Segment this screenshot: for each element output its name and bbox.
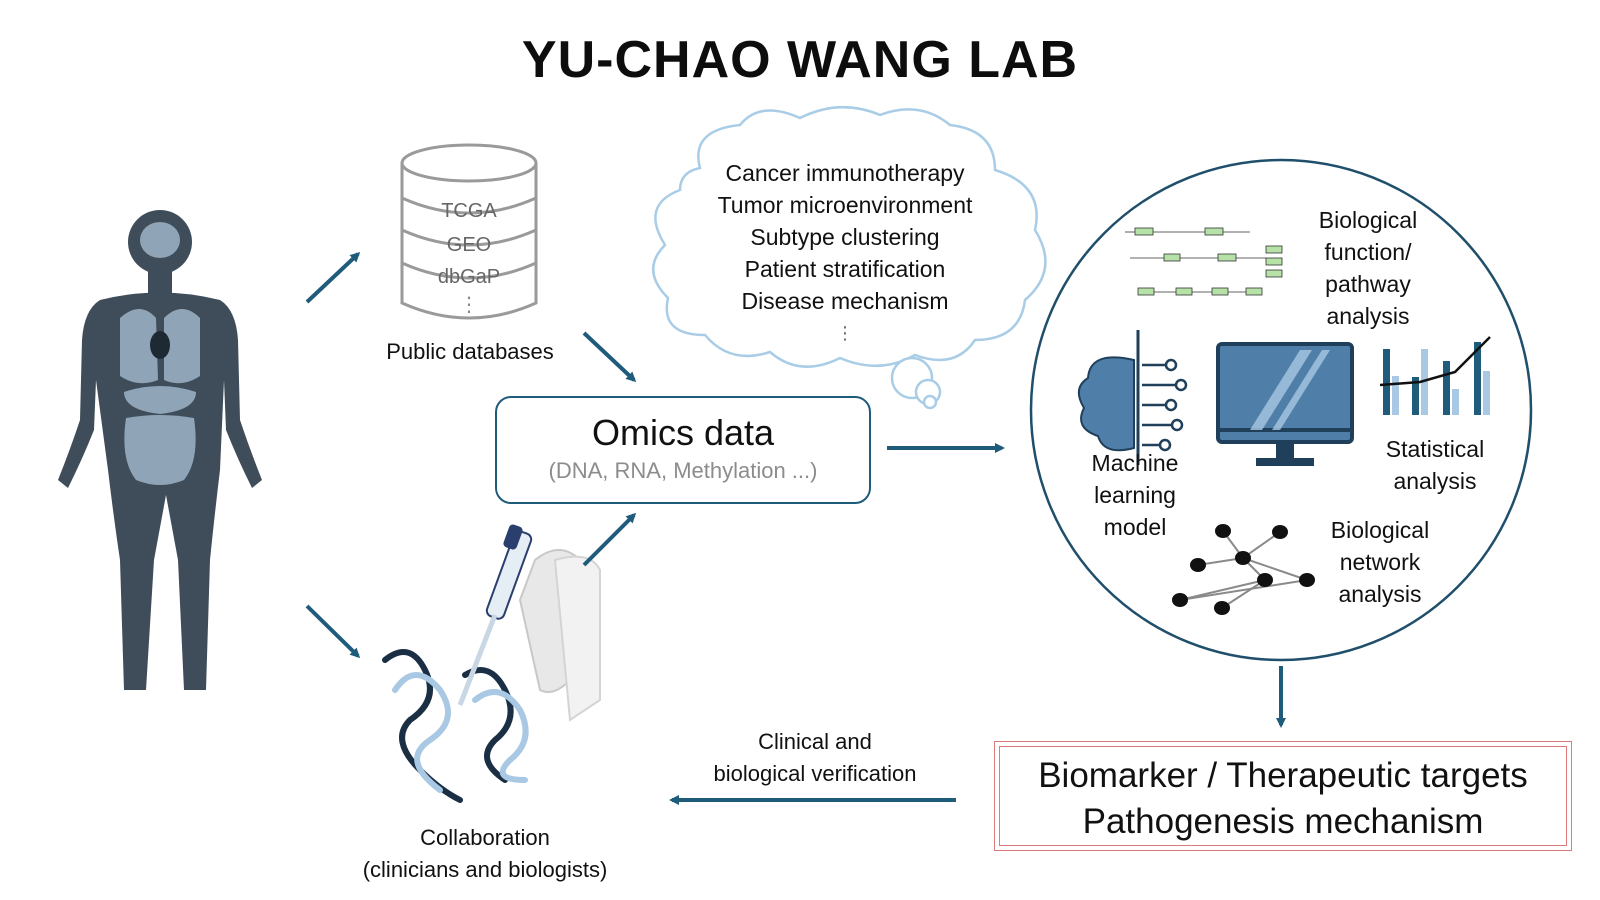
results-line-pathogenesis: Pathogenesis mechanism [1082, 802, 1484, 841]
flow-arrows [305, 251, 1286, 805]
network-graph-icon [1172, 524, 1315, 615]
results-box: Biomarker / Therapeutic targets Pathogen… [994, 741, 1572, 851]
topic-item: Subtype clustering [750, 224, 940, 250]
database-item-geo: GEO [446, 234, 492, 256]
collaboration-label: Collaboration (clinicians and biologists… [362, 825, 608, 882]
machine-learning-label: Machine learning model [1091, 450, 1179, 540]
human-body-icon [58, 210, 262, 690]
pathway-diagram-icon [1125, 227, 1283, 296]
arrow-databases-to-omics [582, 331, 637, 383]
pipette-hand-icon [457, 524, 601, 722]
verification-label: Clinical and biological verification [713, 729, 917, 786]
topic-item: Cancer immunotherapy [725, 160, 965, 186]
network-analysis-label: Biological network analysis [1330, 517, 1430, 607]
results-line-biomarker: Biomarker / Therapeutic targets [1038, 756, 1528, 795]
pathway-analysis-label: Biological function/ pathway analysis [1318, 207, 1418, 329]
analysis-circle [1029, 158, 1533, 662]
arrow-collaboration-to-omics [582, 512, 637, 567]
thought-cloud-icon [651, 106, 1047, 410]
database-item-tcga: TCGA [441, 200, 497, 222]
omics-subtitle: (DNA, RNA, Methylation ...) [548, 458, 818, 483]
machine-learning-brain-icon [1077, 330, 1188, 465]
public-databases-label: Public databases [386, 339, 554, 364]
monitor-icon [1216, 342, 1354, 466]
page-title: YU-CHAO WANG LAB [521, 31, 1079, 89]
database-icon [400, 143, 538, 320]
topic-item: Tumor microenvironment [717, 192, 973, 218]
cloud-topics: Cancer immunotherapy Tumor microenvironm… [680, 157, 1010, 349]
results-inner: Biomarker / Therapeutic targets Pathogen… [999, 746, 1567, 846]
topic-more-indicator: ⋮ [836, 323, 854, 343]
database-item-dbgap: dbGaP [437, 266, 501, 288]
statistics-chart-icon [1379, 336, 1491, 415]
omics-data-box: Omics data (DNA, RNA, Methylation ...) [495, 396, 871, 504]
omics-title: Omics data [591, 412, 775, 453]
arrow-body-to-collaboration [305, 604, 361, 659]
topic-item: Disease mechanism [741, 288, 949, 314]
statistical-analysis-label: Statistical analysis [1385, 436, 1485, 494]
topic-item: Patient stratification [744, 256, 946, 282]
arrow-body-to-databases [305, 251, 361, 304]
database-more-indicator: ⋮ [459, 294, 479, 316]
dna-helix-icon [382, 649, 529, 803]
